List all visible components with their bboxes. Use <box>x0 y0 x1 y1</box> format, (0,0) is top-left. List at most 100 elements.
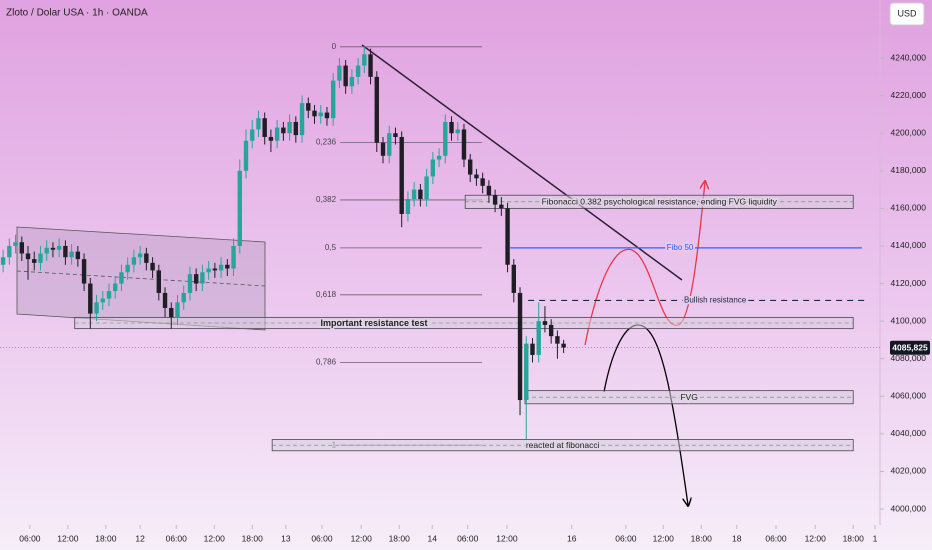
fib-label: 0,5 <box>325 243 337 252</box>
candle-body <box>492 195 498 205</box>
candle-body <box>318 112 323 117</box>
candle-body <box>156 270 162 293</box>
candle-body <box>94 302 99 314</box>
zone-label: FVG <box>680 392 697 402</box>
y-tick-label: 4100,000 <box>891 315 927 325</box>
candle-body <box>44 247 49 254</box>
candle-body <box>13 242 18 246</box>
fib-label: 0,382 <box>316 195 337 204</box>
candle-body <box>455 129 460 134</box>
x-tick-label: 12:00 <box>351 533 373 543</box>
candle-body <box>505 208 510 265</box>
candle-body <box>274 127 280 141</box>
candle-body <box>405 198 411 215</box>
candle-body <box>250 129 255 141</box>
candle-body <box>517 292 523 401</box>
candle-body <box>218 264 224 271</box>
candle-body <box>480 178 485 186</box>
candle-body <box>524 343 529 401</box>
chart-title: Zloto / Dolar USA · 1h · OANDA <box>6 8 148 19</box>
candle-body <box>0 257 6 265</box>
currency-button[interactable] <box>889 2 925 26</box>
candle-body <box>119 272 124 284</box>
candle-body <box>243 140 249 171</box>
y-tick-label: 4040,000 <box>891 428 927 438</box>
candle-body <box>530 343 535 355</box>
zone-label: Fibonacci 0.382 psychological resistance… <box>542 197 778 207</box>
trendline <box>361 44 683 281</box>
candle-body <box>536 321 541 355</box>
candle-body <box>343 65 348 87</box>
y-tick-label: 4240,000 <box>891 52 927 62</box>
candle-body <box>137 253 143 258</box>
candle-body <box>231 245 236 269</box>
candle-body <box>56 245 62 250</box>
candle-body <box>306 103 311 111</box>
x-tick-label: 12:00 <box>204 533 226 543</box>
candle-body <box>262 118 267 137</box>
candle-body <box>380 142 386 156</box>
y-tick-label: 4200,000 <box>891 127 927 137</box>
zone-label: Important resistance test <box>320 318 427 328</box>
candle-body <box>181 292 186 303</box>
candle-body <box>542 321 548 325</box>
candle-body <box>125 264 130 273</box>
x-tick-label: 18:00 <box>242 533 264 543</box>
x-tick-label: 18:00 <box>691 533 713 543</box>
fib-label: 0,618 <box>316 290 337 299</box>
fib-label: 0,236 <box>316 138 337 147</box>
candle-body <box>555 336 560 344</box>
y-tick-label: 4060,000 <box>891 391 927 401</box>
candle-body <box>169 307 174 318</box>
candle-body <box>461 129 467 160</box>
candle-body <box>330 80 336 119</box>
candle-body <box>443 121 448 156</box>
candle-body <box>75 251 81 260</box>
candle-body <box>355 65 361 77</box>
candle-body <box>312 110 317 117</box>
y-tick-label: 4220,000 <box>891 90 927 100</box>
currency-label[interactable]: USD <box>897 8 917 18</box>
candle-body <box>281 127 286 134</box>
level-label: Fibo 50 <box>667 243 694 252</box>
candle-body <box>268 136 274 141</box>
x-tick-label: 06:00 <box>765 533 787 543</box>
level-label: Bullish resistance <box>684 296 747 305</box>
x-tick-label: 06:00 <box>19 533 41 543</box>
candle-body <box>474 174 479 179</box>
candle-body <box>299 103 305 136</box>
candle-body <box>63 245 68 258</box>
candle-body <box>81 259 87 284</box>
x-tick-label: 14 <box>427 533 437 543</box>
x-tick-label: 12:00 <box>57 533 79 543</box>
y-tick-label: 4160,000 <box>891 203 927 213</box>
x-tick-label: 06:00 <box>166 533 188 543</box>
candle-body <box>424 176 429 199</box>
candle-body <box>511 264 517 293</box>
candle-body <box>387 133 392 156</box>
x-tick-label: 1 <box>873 533 878 543</box>
candle-body <box>449 121 454 134</box>
x-tick-label: 18:00 <box>843 533 865 543</box>
candle-body <box>193 274 199 284</box>
candle-body <box>561 343 566 348</box>
candle-body <box>486 185 492 196</box>
y-tick-label: 4020,000 <box>891 466 927 476</box>
candle-body <box>162 292 168 308</box>
candle-body <box>393 133 398 137</box>
x-tick-label: 06:00 <box>311 533 333 543</box>
x-tick-label: 12:00 <box>805 533 827 543</box>
candle-body <box>69 251 74 258</box>
candle-body <box>548 324 554 337</box>
x-tick-label: 18:00 <box>389 533 411 543</box>
candle-body <box>131 257 137 265</box>
candle-body <box>200 272 205 284</box>
candle-body <box>50 247 56 250</box>
x-tick-label: 06:00 <box>457 533 479 543</box>
x-tick-label: 13 <box>281 533 291 543</box>
candle-body <box>19 242 24 254</box>
candle-body <box>32 259 37 263</box>
candle-body <box>237 170 242 246</box>
candle-body <box>187 274 193 293</box>
